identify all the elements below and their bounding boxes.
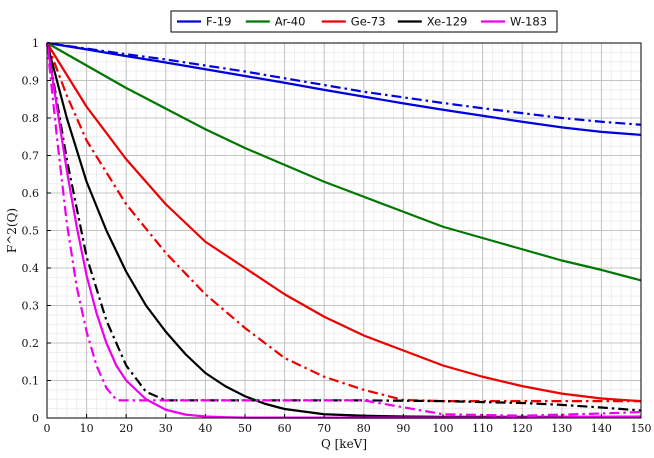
x-tick-label: 70 (317, 422, 331, 435)
y-tick-label: 0.1 (22, 375, 40, 388)
x-tick-label: 90 (396, 422, 410, 435)
legend-label-f-19: F-19 (206, 15, 231, 29)
y-tick-label: 0.2 (22, 337, 40, 350)
x-tick-label: 150 (631, 422, 652, 435)
y-tick-label: 0 (32, 412, 39, 425)
grid (46, 42, 642, 419)
axis-ticks: 0 10 20 30 40 50 60 70 80 90 100 110 120 130 140 150 0 0.… (22, 37, 652, 435)
x-tick-label: 40 (198, 422, 212, 435)
x-tick-label: 10 (80, 422, 94, 435)
x-tick-label: 80 (357, 422, 371, 435)
x-axis-title: Q [keV] (321, 437, 367, 451)
y-tick-label: 0.7 (22, 150, 40, 163)
y-tick-label: 0.6 (22, 187, 40, 200)
legend-label-xe-129: Xe-129 (427, 15, 468, 29)
x-tick-label: 0 (44, 422, 51, 435)
series-line-w-183-dashdot (45, 42, 642, 417)
x-tick-label: 120 (512, 422, 533, 435)
y-tick-label: 0.3 (22, 300, 40, 313)
x-tick-label: 20 (119, 422, 133, 435)
y-axis-title: F^2(Q) (5, 208, 19, 253)
x-tick-label: 30 (159, 422, 173, 435)
y-tick-label: 0.9 (22, 75, 40, 88)
legend-label-ar-40: Ar-40 (275, 15, 306, 29)
x-tick-label: 130 (551, 422, 572, 435)
legend-box (170, 10, 558, 33)
legend-label-ge-73: Ge-73 (351, 15, 386, 29)
x-tick-label: 140 (591, 422, 612, 435)
series-line-f-19-dashdot (46, 41, 642, 126)
y-tick-label: 0.5 (22, 225, 40, 238)
x-tick-label: 50 (238, 422, 252, 435)
series-line-ge-73-solid (46, 42, 642, 403)
series-line-ge-73-dashdot (45, 42, 641, 403)
x-tick-label: 60 (278, 422, 292, 435)
x-tick-label: 100 (433, 422, 454, 435)
series-lines (45, 41, 642, 419)
legend: F-19 Ar-40 Ge-73 Xe-129 W-183 (170, 10, 558, 33)
y-tick-label: 0.4 (22, 262, 40, 275)
y-tick-label: 0.8 (22, 112, 40, 125)
y-tick-label: 1 (32, 37, 39, 50)
legend-label-w-183: W-183 (510, 15, 547, 29)
series-line-ar-40-solid (46, 42, 642, 282)
x-tick-label: 110 (472, 422, 493, 435)
series-line-f-19-solid (46, 41, 642, 136)
